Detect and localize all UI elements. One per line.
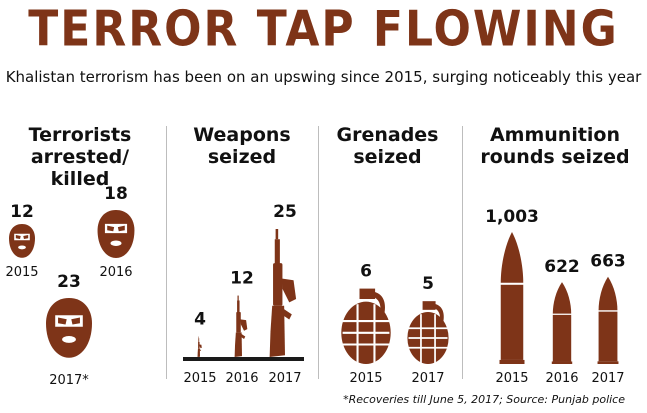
rifle-icon	[197, 336, 202, 357]
rifle-icon	[234, 295, 248, 357]
year-label: 2015	[183, 371, 216, 386]
footnote: *Recoveries till June 5, 2017; Source: P…	[343, 393, 625, 406]
panel-title-line: Ammunition	[489, 124, 621, 146]
bullet-icon	[551, 282, 573, 364]
panel-divider	[166, 126, 167, 379]
panel-divider	[462, 126, 463, 379]
year-label: 2017	[411, 371, 444, 386]
panel-divider	[318, 126, 319, 379]
value-label: 1,003	[485, 207, 539, 227]
grenade-icon	[341, 288, 391, 364]
year-label: 2015	[5, 265, 38, 280]
panel-title-line: seized	[207, 146, 277, 168]
rifle-icon	[269, 229, 297, 357]
page-subtitle: Khalistan terrorism has been on an upswi…	[5, 68, 642, 86]
year-label: 2016	[225, 371, 258, 386]
bullet-icon	[499, 232, 525, 364]
balaclava-icon	[97, 210, 135, 258]
panel-title-line: arrested/ killed	[30, 146, 130, 190]
panel-title-line: Grenades	[336, 124, 439, 146]
value-label: 663	[590, 252, 626, 272]
panel-title-ammunition: Ammunition rounds seized	[470, 124, 640, 168]
year-label: 2017	[268, 371, 301, 386]
year-label: 2015	[349, 371, 382, 386]
panel-title-line: rounds seized	[480, 146, 630, 168]
value-label: 12	[10, 202, 34, 222]
value-label: 5	[422, 274, 434, 294]
page-title: TERROR TAP FLOWING	[28, 0, 619, 59]
value-label: 18	[104, 184, 128, 204]
value-label: 622	[544, 257, 580, 277]
bullet-icon	[597, 276, 619, 364]
grenade-icon	[407, 301, 449, 364]
year-label: 2017	[591, 371, 624, 386]
panel-title-line: Weapons	[193, 124, 291, 146]
panel-title-terrorists: Terrorists arrested/ killed	[0, 124, 160, 190]
value-label: 12	[230, 269, 254, 289]
value-label: 4	[194, 310, 206, 330]
panel-title-line: Terrorists	[28, 124, 132, 146]
balaclava-icon	[46, 298, 92, 358]
panel-title-weapons: Weapons seized	[172, 124, 312, 168]
balaclava-icon	[9, 224, 35, 258]
year-label: 2015	[495, 371, 528, 386]
year-label: 2017*	[49, 373, 89, 388]
value-label: 25	[273, 202, 297, 222]
value-label: 6	[360, 262, 372, 282]
value-label: 23	[57, 272, 81, 292]
year-label: 2016	[99, 265, 132, 280]
panel-title-grenades: Grenades seized	[325, 124, 450, 168]
panel-title-line: seized	[353, 146, 422, 168]
year-label: 2016	[545, 371, 578, 386]
